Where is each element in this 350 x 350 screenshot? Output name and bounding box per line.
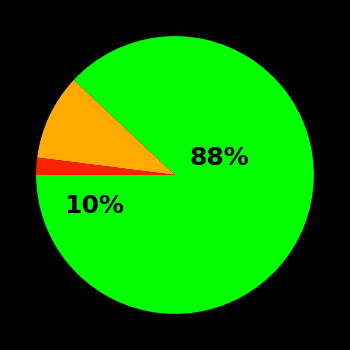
Text: 10%: 10% <box>64 194 125 218</box>
Text: 88%: 88% <box>190 146 249 170</box>
Wedge shape <box>36 158 175 175</box>
Wedge shape <box>36 36 314 314</box>
Wedge shape <box>37 80 175 175</box>
